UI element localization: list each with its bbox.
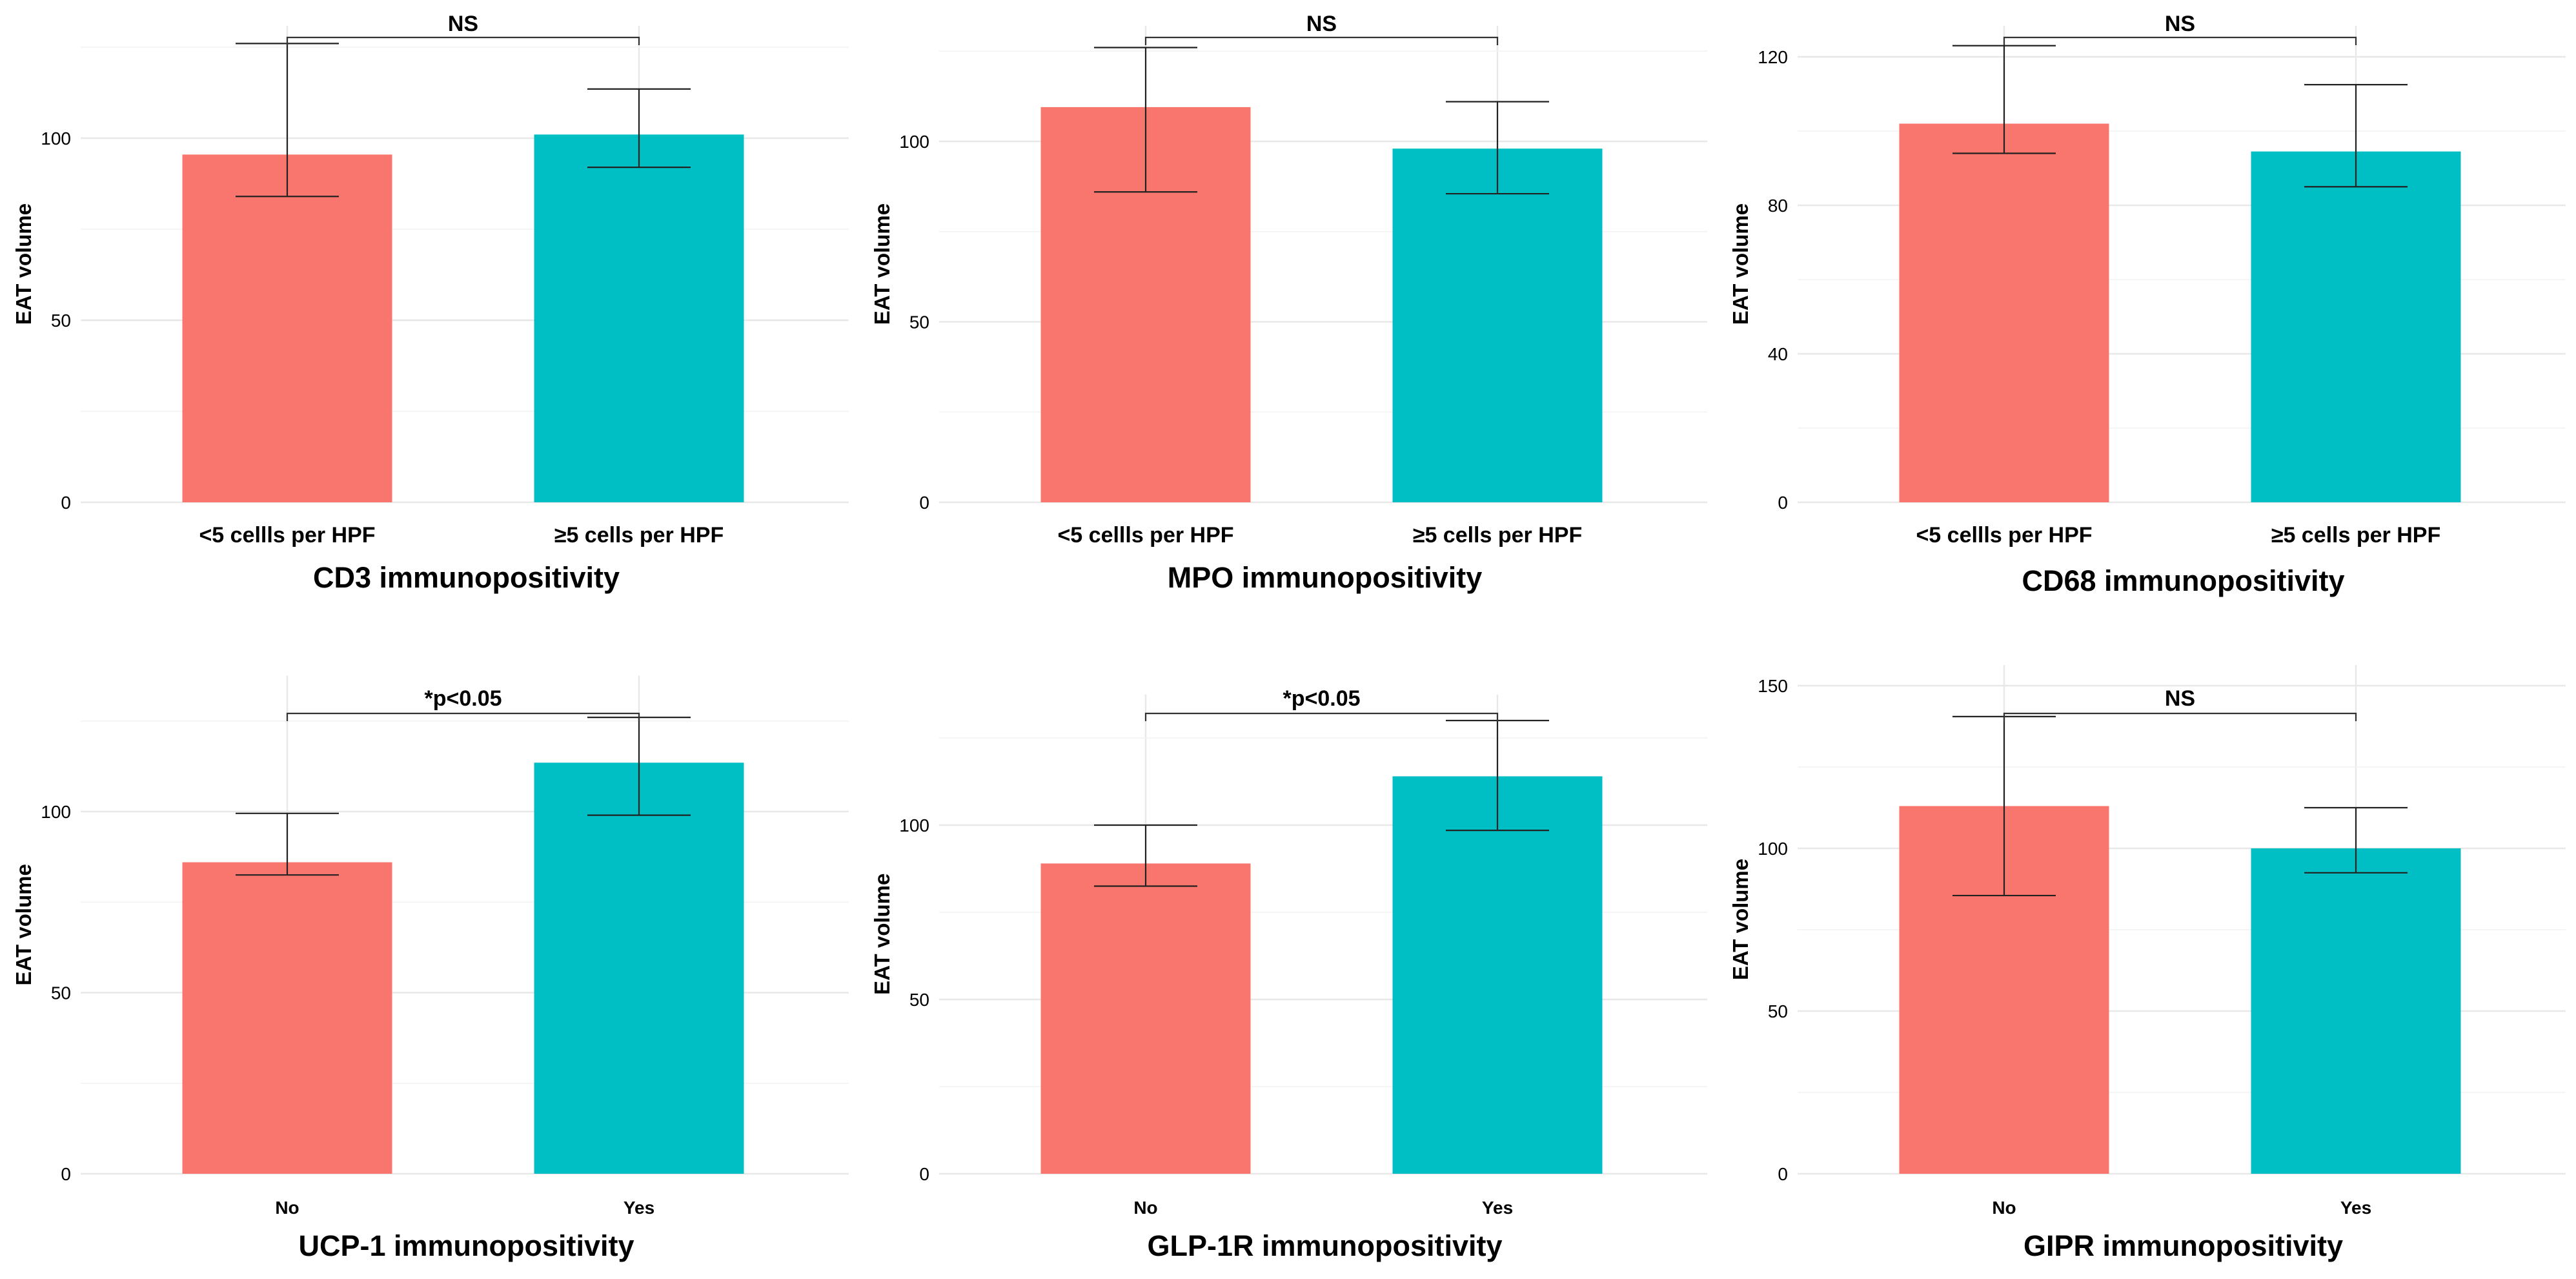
significance-label: NS <box>448 12 478 36</box>
bar-2 <box>2251 151 2461 502</box>
y-tick-label-50: 50 <box>51 311 71 331</box>
bar-1 <box>1899 123 2109 502</box>
chart-panel-cd68: 0 40 80 120 <5 cellls per HPF ≥5 cells per HP… <box>1717 0 2575 639</box>
bar-1 <box>1040 863 1251 1174</box>
y-tick-label-100: 100 <box>899 132 929 152</box>
y-tick-label-0: 0 <box>1778 1164 1788 1184</box>
significance-label: *p<0.05 <box>1283 686 1360 711</box>
x-tick-label-2: Yes <box>624 1198 654 1218</box>
significance-label: NS <box>2165 12 2195 36</box>
x-axis-title: CD68 immunopositivity <box>2022 564 2344 597</box>
chart-panel-ucp1: 0 50 100 No Yes EAT volume UCP-1 immunopositiv… <box>0 639 858 1278</box>
y-axis-label: EAT volume <box>12 203 35 325</box>
x-tick-label-1: <5 cellls per HPF <box>1916 523 2092 547</box>
x-tick-label-2: Yes <box>1482 1198 1513 1218</box>
significance-label: *p<0.05 <box>424 686 502 711</box>
significance-bracket <box>286 712 640 721</box>
error-bar-1 <box>1094 824 1197 887</box>
x-axis-title: UCP-1 immunopositivity <box>298 1229 634 1262</box>
x-axis-title: GLP-1R immunopositivity <box>1147 1229 1502 1262</box>
x-tick-label-2: ≥5 cells per HPF <box>1413 523 1582 547</box>
error-bar-1 <box>236 812 339 876</box>
mpo-chart-svg: 0 50 100 <5 cellls per HPF ≥5 cells per HPF E… <box>870 12 1707 594</box>
y-tick-label-0: 0 <box>919 493 929 513</box>
significance-label: NS <box>1306 12 1337 36</box>
x-tick-label-2: ≥5 cells per HPF <box>2271 523 2440 547</box>
significance-label: NS <box>2165 686 2195 711</box>
y-tick-label-120: 120 <box>1758 47 1788 67</box>
error-bar-1 <box>1952 45 2056 154</box>
bar-2 <box>534 762 744 1174</box>
cd3-chart-svg: 0 50 100 <5 cellls per HPF ≥5 cells per HPF E… <box>12 12 849 594</box>
y-tick-label-40: 40 <box>1768 344 1788 364</box>
y-axis-label: EAT volume <box>870 874 894 995</box>
x-tick-label-1: No <box>275 1198 299 1218</box>
error-bar-1 <box>1094 46 1197 193</box>
y-tick-label-100: 100 <box>1758 839 1788 859</box>
x-axis-title: GIPR immunopositivity <box>2023 1229 2343 1262</box>
y-tick-label-80: 80 <box>1768 196 1788 216</box>
y-tick-label-0: 0 <box>919 1164 929 1184</box>
x-tick-label-2: Yes <box>2340 1198 2371 1218</box>
y-axis-label: EAT volume <box>870 203 894 325</box>
bar-1 <box>182 154 392 502</box>
ucp1-chart-svg: 0 50 100 No Yes EAT volume UCP-1 immunopositiv… <box>12 675 849 1262</box>
error-bar-2 <box>1446 101 1549 195</box>
x-tick-label-1: <5 cellls per HPF <box>199 523 375 547</box>
y-axis-label: EAT volume <box>1729 859 1752 980</box>
significance-bracket <box>2003 36 2357 45</box>
gipr-chart-svg: 0 50 100 150 No Yes EAT volume GIPR immunoposit… <box>1729 665 2566 1262</box>
y-tick-label-0: 0 <box>61 493 71 513</box>
x-tick-label-1: <5 cellls per HPF <box>1057 523 1233 547</box>
significance-bracket <box>2003 712 2357 721</box>
bar-2 <box>1392 776 1603 1174</box>
y-tick-label-50: 50 <box>909 990 929 1010</box>
glp1r-chart-svg: 0 50 100 No Yes EAT volume GLP-1R immunopositi… <box>870 686 1707 1262</box>
y-axis-label: EAT volume <box>1729 203 1752 325</box>
y-axis-label: EAT volume <box>12 864 35 985</box>
cd68-chart-svg: 0 40 80 120 <5 cellls per HPF ≥5 cells per HP… <box>1729 12 2566 597</box>
y-tick-label-50: 50 <box>909 312 929 333</box>
y-tick-label-100: 100 <box>41 128 71 148</box>
chart-panel-mpo: 0 50 100 <5 cellls per HPF ≥5 cells per HPF E… <box>858 0 1717 639</box>
significance-bracket <box>286 36 640 45</box>
error-bar-2 <box>2304 806 2408 874</box>
bar-1 <box>182 862 392 1174</box>
chart-panel-gipr: 0 50 100 150 No Yes EAT volume GIPR immunoposit… <box>1717 639 2575 1278</box>
error-bar-2 <box>2304 84 2408 188</box>
significance-bracket <box>1144 712 1499 721</box>
bar-2 <box>1392 148 1603 502</box>
error-bar-2 <box>587 88 691 169</box>
x-tick-label-2: ≥5 cells per HPF <box>554 523 724 547</box>
y-tick-label-50: 50 <box>1768 1001 1788 1021</box>
y-tick-label-0: 0 <box>61 1164 71 1184</box>
significance-bracket <box>1144 36 1499 45</box>
chart-panel-cd3: 0 50 100 <5 cellls per HPF ≥5 cells per HPF E… <box>0 0 858 639</box>
x-tick-label-1: No <box>1992 1198 2016 1218</box>
x-axis-title: MPO immunopositivity <box>1168 561 1483 594</box>
x-axis-title: CD3 immunopositivity <box>313 561 620 594</box>
y-tick-label-100: 100 <box>41 802 71 822</box>
bar-2 <box>2251 848 2461 1174</box>
x-tick-label-1: No <box>1133 1198 1157 1218</box>
y-tick-label-150: 150 <box>1758 676 1788 696</box>
y-tick-label-0: 0 <box>1778 493 1788 513</box>
chart-panel-glp1r: 0 50 100 No Yes EAT volume GLP-1R immunopositi… <box>858 639 1717 1278</box>
y-tick-label-100: 100 <box>899 815 929 835</box>
bar-2 <box>534 134 744 503</box>
y-tick-label-50: 50 <box>51 983 71 1003</box>
